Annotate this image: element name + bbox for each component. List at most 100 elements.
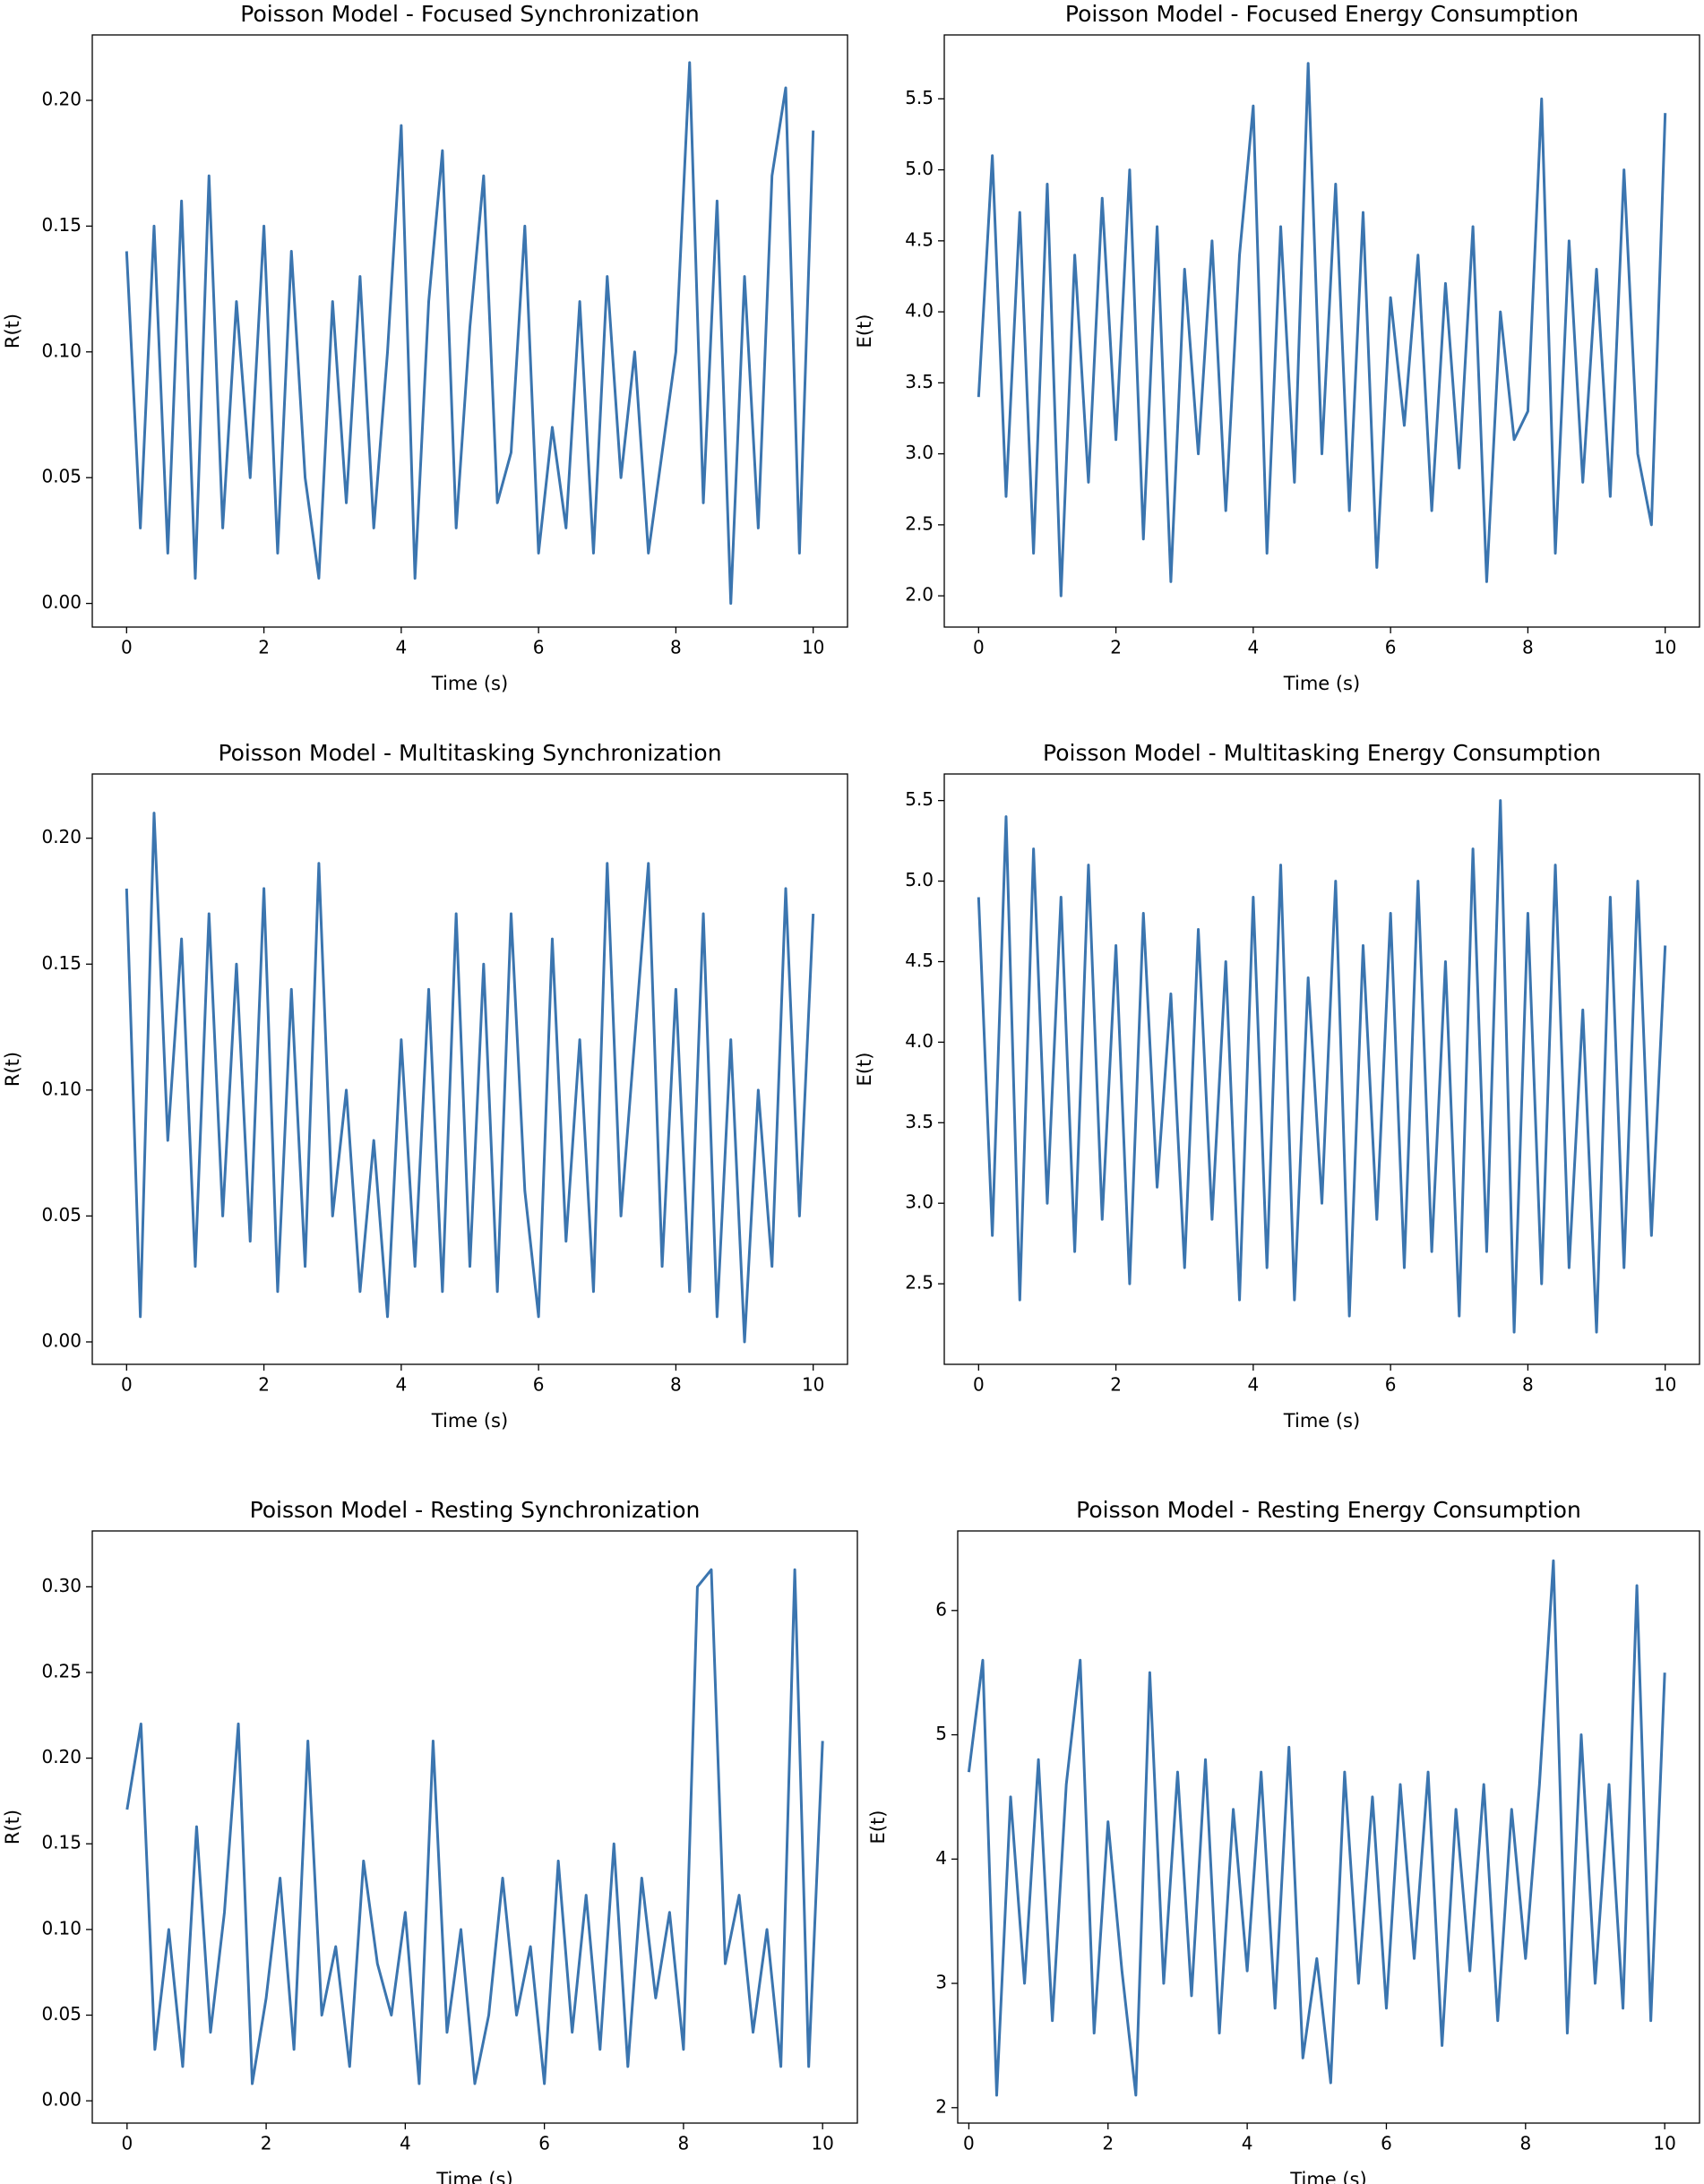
y-tick-label: 3.0 xyxy=(905,1191,934,1213)
y-tick-label: 3 xyxy=(935,1972,947,1993)
x-tick-label: 0 xyxy=(963,2133,975,2154)
x-tick-label: 4 xyxy=(1247,1374,1259,1396)
y-tick-label: 5.5 xyxy=(905,788,934,810)
x-tick-label: 8 xyxy=(1519,2133,1531,2154)
x-axis-label: Time (s) xyxy=(1289,2169,1366,2184)
y-tick-label: 0.05 xyxy=(41,2003,82,2025)
data-line xyxy=(125,61,815,606)
y-tick-label: 0.10 xyxy=(41,1917,82,1939)
y-axis-label: R(t) xyxy=(2,1052,23,1087)
y-tick-label: 0.25 xyxy=(41,1660,82,1681)
y-tick-label: 0.10 xyxy=(41,1078,82,1099)
axes-frame xyxy=(957,1530,1700,2124)
x-tick-label: 2 xyxy=(1102,2133,1114,2154)
y-axis-label: R(t) xyxy=(2,1810,23,1844)
x-tick-label: 10 xyxy=(1654,637,1676,658)
y-tick-label: 2.0 xyxy=(905,584,934,606)
axes-frame xyxy=(943,34,1700,628)
y-tick-label: 0.05 xyxy=(41,466,82,487)
x-tick-label: 10 xyxy=(802,1374,824,1396)
y-tick-label: 5 xyxy=(935,1723,947,1744)
y-tick-label: 0.15 xyxy=(41,952,82,974)
y-tick-label: 0.00 xyxy=(41,1329,82,1351)
chart-title: Poisson Model - Multitasking Synchroniza… xyxy=(218,740,721,766)
axes-frame xyxy=(91,34,848,628)
x-axis-label: Time (s) xyxy=(431,673,508,694)
y-tick-label: 3.0 xyxy=(905,442,934,463)
x-tick-label: 6 xyxy=(533,637,545,658)
y-tick-label: 4.0 xyxy=(905,300,934,322)
chart-title: Poisson Model - Multitasking Energy Cons… xyxy=(1043,740,1601,766)
chart-title: Poisson Model - Resting Energy Consumpti… xyxy=(1076,1497,1581,1523)
x-tick-label: 10 xyxy=(811,2133,833,2154)
x-tick-label: 4 xyxy=(1247,637,1259,658)
y-tick-label: 2 xyxy=(935,2095,947,2117)
x-tick-label: 8 xyxy=(670,637,682,658)
x-tick-label: 8 xyxy=(1522,637,1534,658)
y-tick-label: 0.15 xyxy=(41,1832,82,1853)
x-axis-label: Time (s) xyxy=(1283,673,1360,694)
y-tick-label: 4.5 xyxy=(905,228,934,250)
data-line xyxy=(125,812,815,1344)
x-axis-label: Time (s) xyxy=(435,2169,512,2184)
y-tick-label: 0.20 xyxy=(41,826,82,847)
x-tick-label: 4 xyxy=(400,2133,411,2154)
y-tick-label: 5.0 xyxy=(905,158,934,179)
x-tick-label: 6 xyxy=(538,2133,550,2154)
x-tick-label: 4 xyxy=(1242,2133,1253,2154)
y-axis-label: E(t) xyxy=(854,1053,875,1087)
y-tick-label: 5.5 xyxy=(905,87,934,108)
x-tick-label: 2 xyxy=(261,2133,272,2154)
y-axis-label: R(t) xyxy=(2,314,23,348)
x-tick-label: 8 xyxy=(670,1374,682,1396)
x-tick-label: 8 xyxy=(1522,1374,1534,1396)
data-line xyxy=(977,799,1667,1334)
x-tick-label: 6 xyxy=(1385,1374,1397,1396)
x-axis-label: Time (s) xyxy=(1283,1410,1360,1432)
data-line xyxy=(977,62,1667,598)
x-tick-label: 4 xyxy=(395,1374,407,1396)
x-tick-label: 2 xyxy=(258,1374,270,1396)
x-tick-label: 0 xyxy=(973,1374,985,1396)
y-tick-label: 0.30 xyxy=(41,1575,82,1596)
y-tick-label: 0.00 xyxy=(41,591,82,613)
x-tick-label: 0 xyxy=(121,1374,133,1396)
y-tick-label: 0.10 xyxy=(41,340,82,361)
x-tick-label: 8 xyxy=(678,2133,690,2154)
chart-title: Poisson Model - Resting Synchronization xyxy=(250,1497,701,1523)
y-tick-label: 5.0 xyxy=(905,869,934,890)
x-tick-label: 10 xyxy=(1654,1374,1676,1396)
data-line xyxy=(125,1568,824,2085)
y-tick-label: 0.20 xyxy=(41,89,82,110)
y-tick-label: 2.5 xyxy=(905,512,934,534)
y-tick-label: 2.5 xyxy=(905,1272,934,1294)
y-tick-label: 0.00 xyxy=(41,2089,82,2111)
x-tick-label: 0 xyxy=(121,637,133,658)
x-tick-label: 2 xyxy=(1110,1374,1122,1396)
x-tick-label: 10 xyxy=(802,637,824,658)
x-tick-label: 2 xyxy=(258,637,270,658)
x-tick-label: 0 xyxy=(973,637,985,658)
y-tick-label: 3.5 xyxy=(905,371,934,392)
axes-frame xyxy=(943,773,1700,1365)
x-tick-label: 6 xyxy=(1385,637,1397,658)
y-tick-label: 4.5 xyxy=(905,950,934,971)
y-axis-label: E(t) xyxy=(854,314,875,348)
x-tick-label: 6 xyxy=(533,1374,545,1396)
x-tick-label: 4 xyxy=(395,637,407,658)
y-tick-label: 3.5 xyxy=(905,1111,934,1132)
y-axis-label: E(t) xyxy=(867,1810,889,1844)
y-tick-label: 0.20 xyxy=(41,1746,82,1767)
axes-frame xyxy=(91,773,848,1365)
y-tick-label: 6 xyxy=(935,1598,947,1620)
chart-title: Poisson Model - Focused Synchronization xyxy=(240,1,699,27)
y-tick-label: 4 xyxy=(935,1847,947,1869)
x-axis-label: Time (s) xyxy=(431,1410,508,1432)
axes-frame xyxy=(91,1530,858,2124)
x-tick-label: 0 xyxy=(121,2133,133,2154)
x-tick-label: 2 xyxy=(1110,637,1122,658)
y-tick-label: 0.05 xyxy=(41,1204,82,1225)
y-tick-label: 4.0 xyxy=(905,1030,934,1052)
